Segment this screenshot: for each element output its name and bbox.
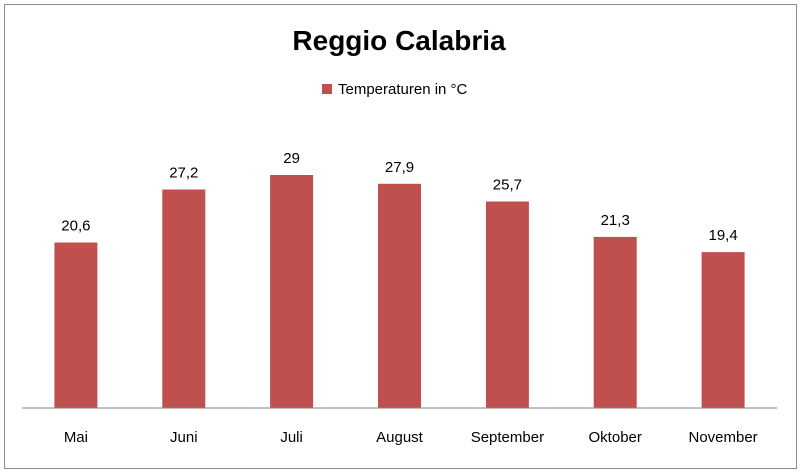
data-label-mai: 20,6 bbox=[61, 218, 90, 235]
x-tick-label-juni: Juni bbox=[170, 429, 198, 446]
bar-august bbox=[378, 183, 421, 408]
x-tick-label-oktober: Oktober bbox=[589, 429, 642, 446]
bar-juni bbox=[162, 189, 206, 408]
chart-title: Reggio Calabria bbox=[292, 25, 506, 56]
bar-mai bbox=[54, 242, 98, 408]
x-tick-labels-group: Mai Juni Juli August September Oktober Novembe… bbox=[64, 429, 758, 446]
data-labels-group: 20,6 27,2 29 27,9 25,7 21,3 19,4 bbox=[61, 150, 737, 244]
data-label-september: 25,7 bbox=[493, 177, 522, 194]
legend-label: Temperaturen in °C bbox=[338, 81, 468, 98]
bar-oktober bbox=[593, 236, 637, 408]
bar-september bbox=[485, 201, 529, 408]
data-label-oktober: 21,3 bbox=[601, 212, 630, 229]
data-label-juli: 29 bbox=[283, 150, 300, 167]
bars-group bbox=[54, 175, 745, 408]
x-tick-label-juli: Juli bbox=[280, 429, 303, 446]
bar-juli bbox=[270, 175, 314, 408]
x-tick-label-mai: Mai bbox=[64, 429, 88, 446]
data-label-juni: 27,2 bbox=[169, 165, 198, 182]
data-label-august: 27,9 bbox=[385, 159, 414, 176]
x-tick-label-september: September bbox=[471, 429, 544, 446]
bar-november bbox=[701, 252, 745, 408]
legend: Temperaturen in °C bbox=[322, 81, 468, 98]
x-tick-label-november: November bbox=[688, 429, 757, 446]
data-label-november: 19,4 bbox=[708, 227, 737, 244]
legend-swatch bbox=[322, 84, 332, 94]
x-tick-label-august: August bbox=[376, 429, 424, 446]
